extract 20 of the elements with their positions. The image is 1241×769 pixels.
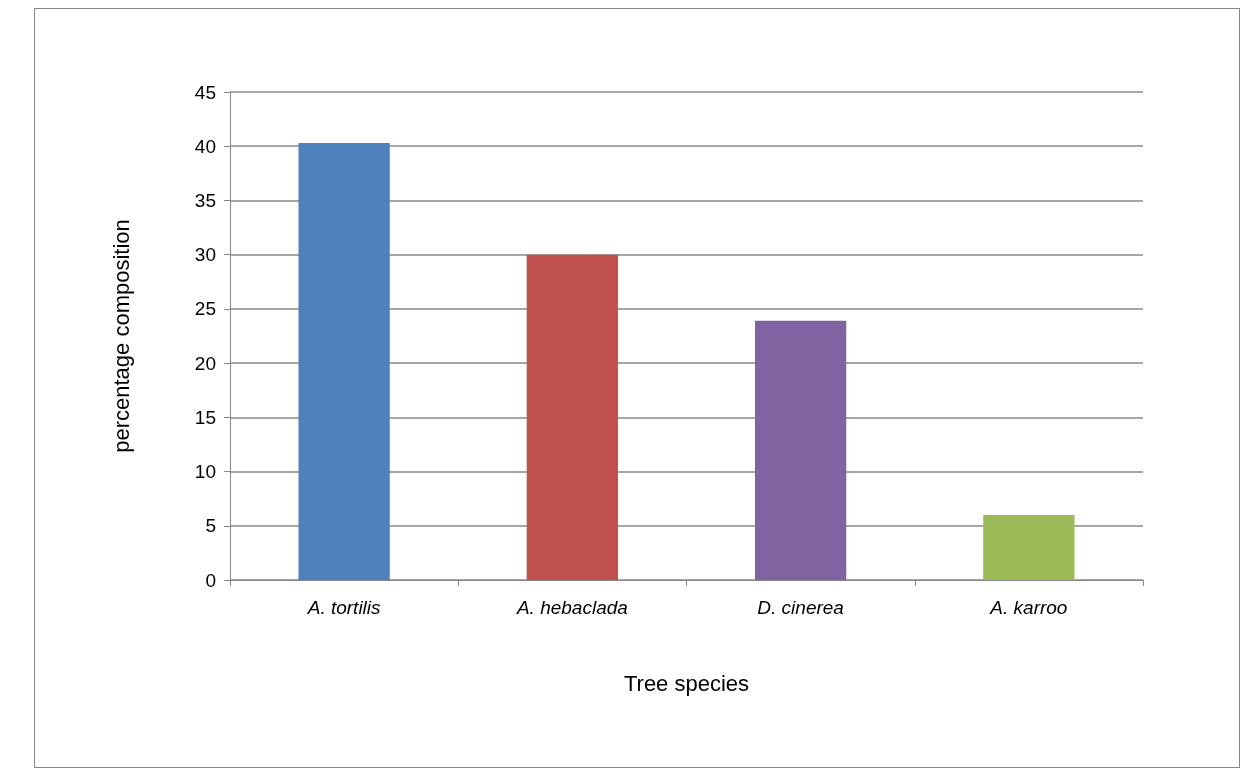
y-tick-label: 45 <box>194 81 216 103</box>
x-axis-title: Tree species <box>623 670 750 696</box>
bar <box>983 514 1075 580</box>
y-tick-label: 25 <box>194 298 216 320</box>
y-tick-label: 20 <box>194 352 216 374</box>
y-tick-label: 15 <box>194 406 216 428</box>
y-tick-label: 35 <box>194 189 216 211</box>
x-tick-label: D. cinerea <box>757 597 844 618</box>
x-tick-label: A. karroo <box>989 597 1068 618</box>
y-tick-label: 5 <box>205 515 216 537</box>
y-tick-label: 10 <box>194 461 216 483</box>
y-tick-label: 40 <box>194 135 216 157</box>
x-tick-label: A. hebaclada <box>515 597 628 618</box>
y-tick-label: 30 <box>194 244 216 266</box>
x-tick-label: A. tortilis <box>306 597 382 618</box>
y-tick-label: 0 <box>205 569 216 591</box>
y-axis-title: percentage composition <box>108 219 134 453</box>
bar <box>526 254 619 580</box>
bar <box>754 320 847 580</box>
bar <box>298 142 390 580</box>
